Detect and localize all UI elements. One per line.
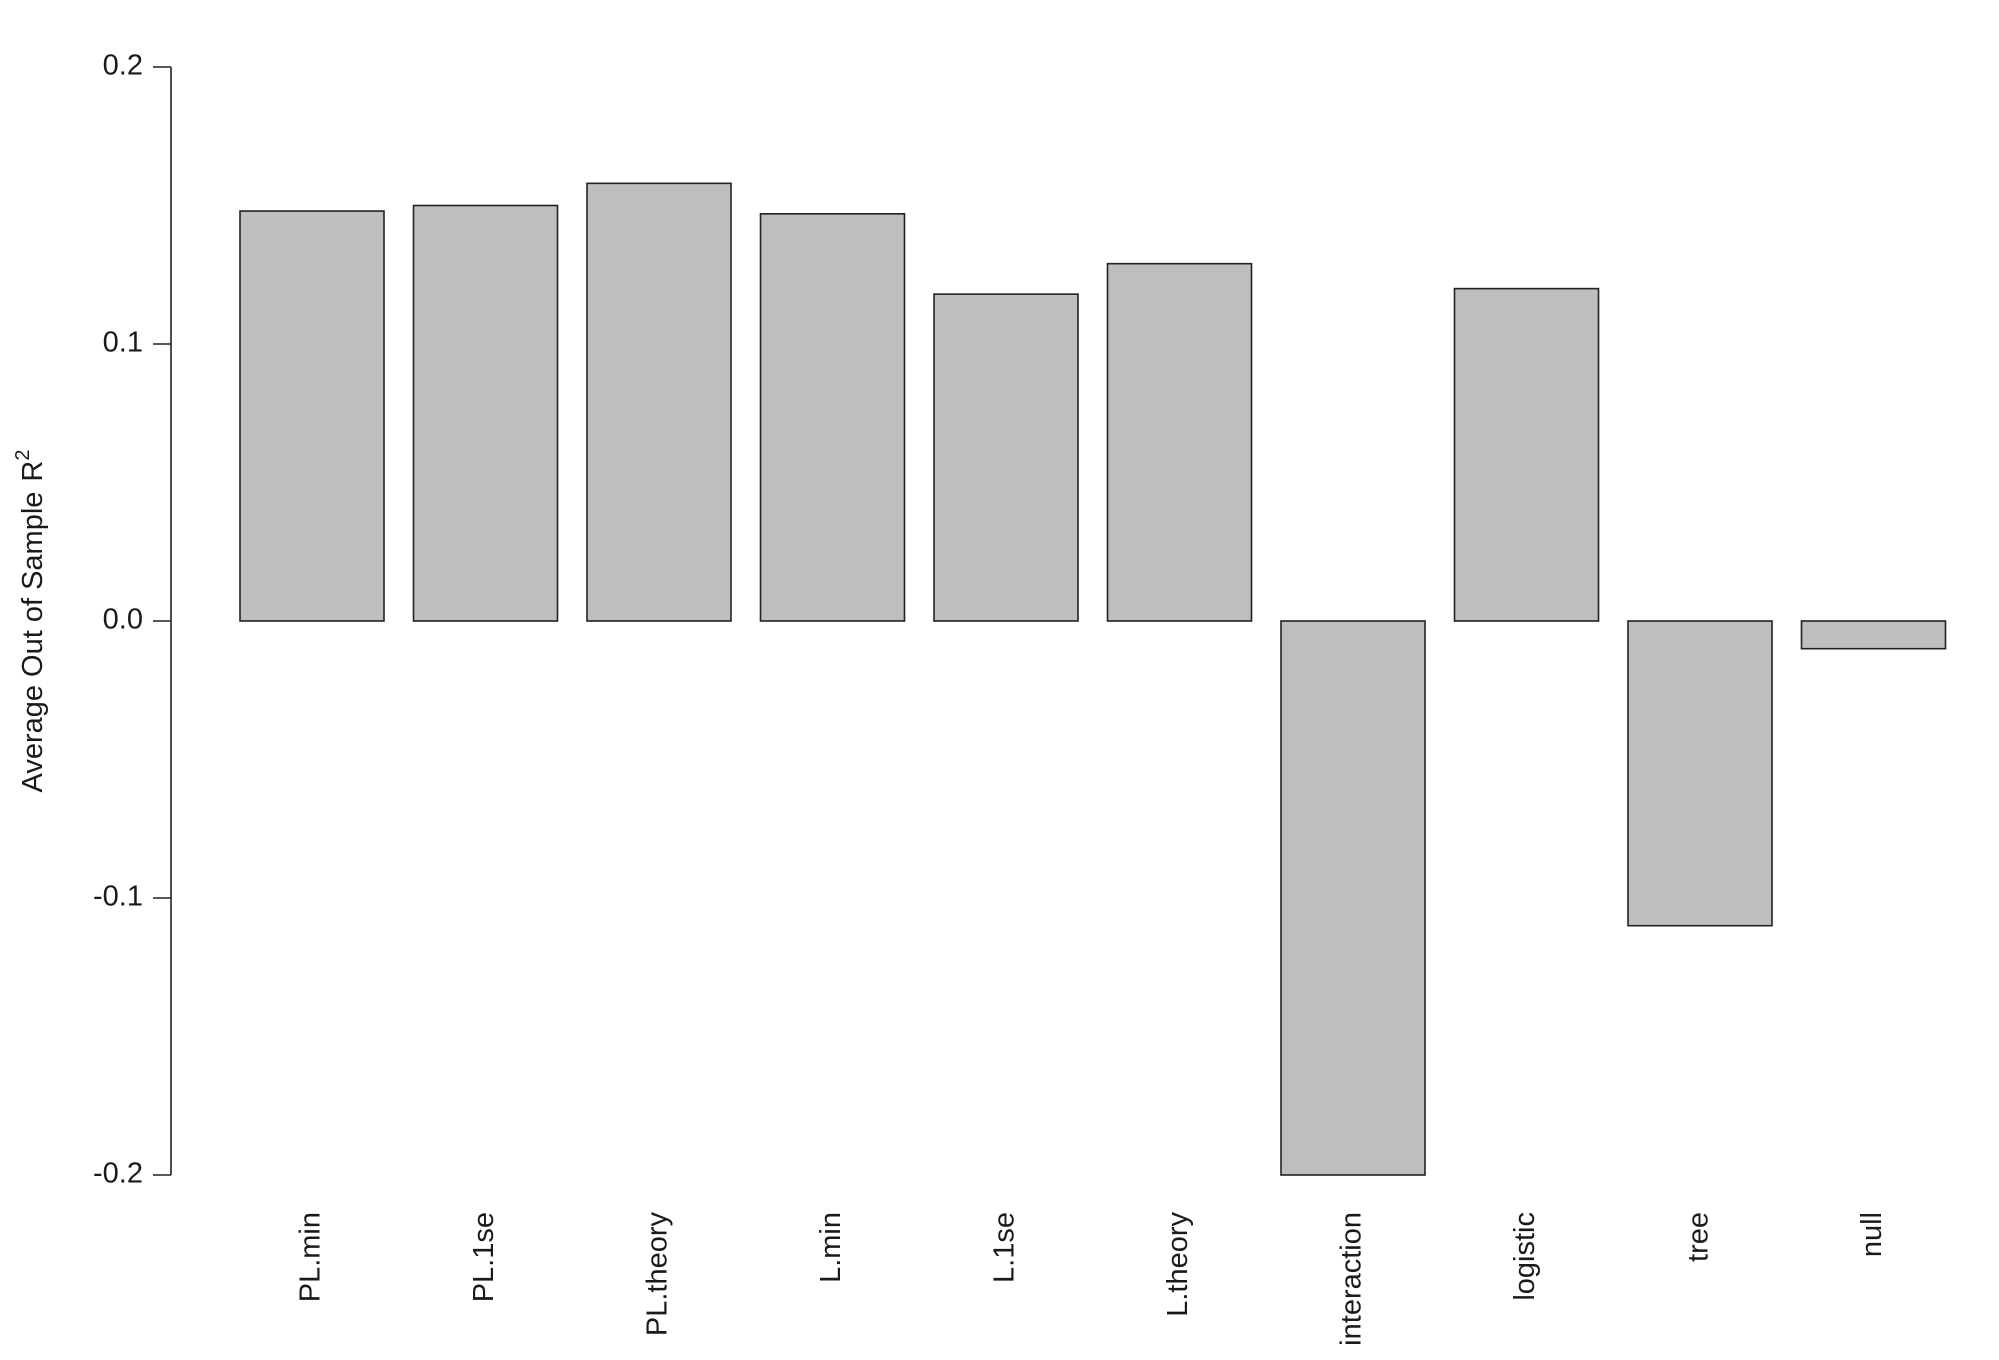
x-tick-label: tree bbox=[1683, 1212, 1715, 1262]
x-tick-labels: PL.min PL.1se PL.theory L.min L.1se L.theory i… bbox=[295, 1212, 1889, 1346]
x-tick-label: PL.theory bbox=[642, 1212, 674, 1337]
x-tick-label: logistic bbox=[1509, 1212, 1541, 1301]
x-tick-label: null bbox=[1856, 1212, 1888, 1257]
bar-logistic bbox=[1453, 287, 1600, 622]
y-ticks: 0.2 0.1 0.0 -0.1 -0.2 bbox=[93, 50, 171, 1190]
bars bbox=[239, 182, 1947, 1176]
bar-interaction bbox=[1280, 620, 1426, 1176]
y-tick-label: 0.1 bbox=[103, 327, 143, 359]
y-axis-title: Average Out of Sample R2 bbox=[12, 450, 49, 793]
bar-pl-min bbox=[239, 210, 385, 622]
y-tick-label: -0.1 bbox=[93, 881, 143, 913]
bar-pl-theory bbox=[586, 182, 732, 622]
y-axis-title-text: Average Out of Sample bbox=[17, 492, 49, 793]
y-tick-label: 0.0 bbox=[103, 604, 143, 636]
x-tick-label: interaction bbox=[1336, 1212, 1368, 1346]
bar-pl-1se bbox=[412, 204, 559, 622]
x-tick-label: PL.min bbox=[295, 1212, 327, 1302]
y-axis: 0.2 0.1 0.0 -0.1 -0.2 bbox=[93, 50, 172, 1190]
bar-tree bbox=[1627, 620, 1773, 927]
y-axis-title-superscript: 2 bbox=[12, 450, 34, 461]
bar-l-min bbox=[759, 213, 906, 622]
x-tick-label: L.1se bbox=[989, 1212, 1021, 1283]
x-tick-label: L.min bbox=[815, 1212, 847, 1283]
bar-null bbox=[1800, 620, 1947, 650]
bar-l-1se bbox=[933, 293, 1079, 622]
x-tick-label: L.theory bbox=[1162, 1212, 1194, 1317]
bar-l-theory bbox=[1106, 262, 1253, 622]
y-axis-title-symbol: R bbox=[17, 461, 49, 482]
y-tick-label: -0.2 bbox=[93, 1158, 143, 1190]
y-tick-label: 0.2 bbox=[103, 50, 143, 82]
x-tick-label: PL.1se bbox=[468, 1212, 500, 1302]
